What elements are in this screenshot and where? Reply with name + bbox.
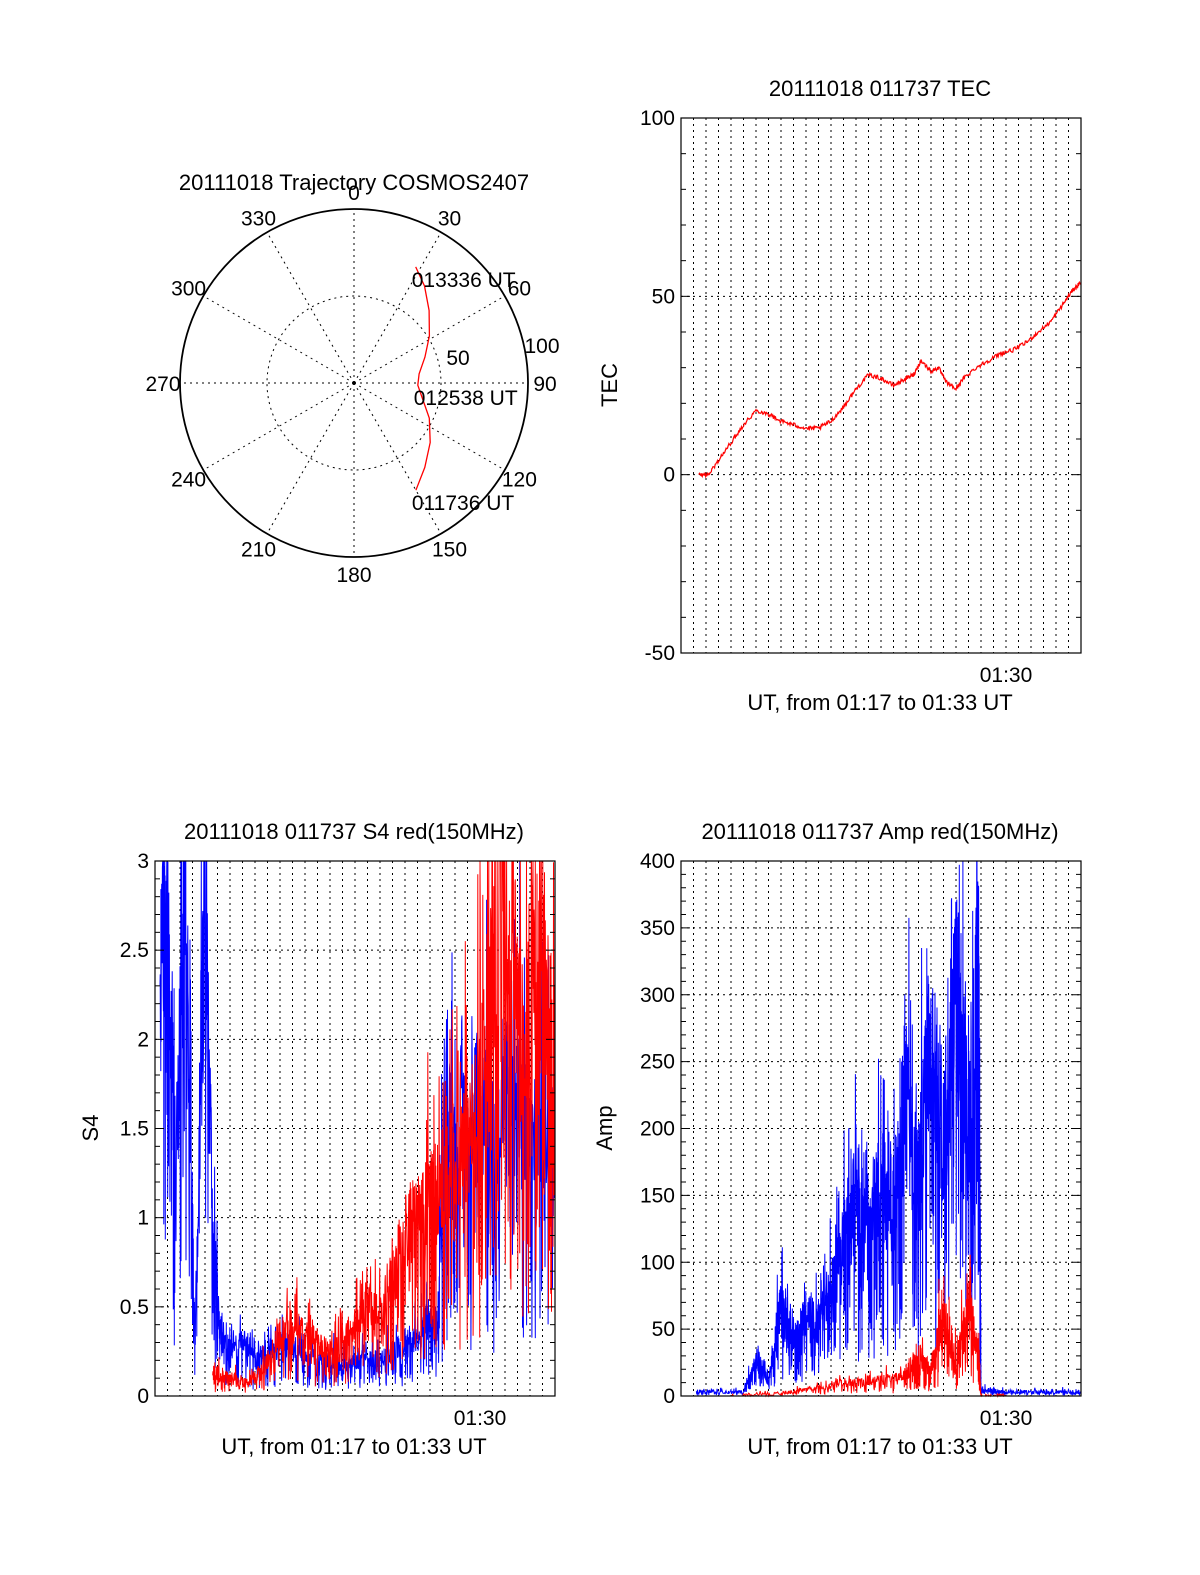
y-tick-label: 100: [640, 107, 675, 130]
polar-inner-circle: [266, 295, 442, 471]
polar-spoke: [353, 295, 505, 384]
amp-x-ticks: 01:30: [980, 1407, 1033, 1430]
s4-ylabel: S4: [78, 1115, 103, 1142]
trajectory-time-label: 013336 UT: [412, 269, 516, 292]
y-tick-label: 300: [640, 984, 675, 1007]
y-tick-label: 2.5: [120, 939, 149, 962]
polar-azimuth-label: 270: [145, 373, 180, 396]
s4-series-line: [212, 860, 556, 1393]
polar-spoke: [353, 232, 442, 384]
tec-grid: [681, 118, 1081, 653]
trajectory-time-annotations: 011736 UT 012538 UT 013336 UT: [412, 269, 518, 515]
y-tick-label: 2: [137, 1028, 149, 1051]
polar-radial-label: 50: [446, 347, 469, 370]
trajectory-line: [415, 266, 431, 491]
x-tick-label: 01:30: [454, 1407, 507, 1430]
polar-azimuth-label: 120: [502, 469, 537, 492]
x-tick-label: 01:30: [980, 664, 1033, 687]
y-tick-label: 150: [640, 1184, 675, 1207]
y-tick-label: 400: [640, 850, 675, 873]
y-tick-label: 0: [663, 464, 675, 487]
polar-title: 20111018 Trajectory COSMOS2407: [179, 170, 529, 195]
s4-xlabel: UT, from 01:17 to 01:33 UT: [221, 1434, 486, 1459]
y-tick-label: 1: [137, 1207, 149, 1230]
tec-y-ticks: 100 50 0 -50: [640, 107, 1081, 665]
y-tick-label: 1.5: [120, 1118, 149, 1141]
tec-xlabel: UT, from 01:17 to 01:33 UT: [747, 690, 1012, 715]
polar-radial-labels: 50 100: [446, 335, 559, 370]
y-tick-label: 200: [640, 1118, 675, 1141]
tec-title: 20111018 011737 TEC: [769, 76, 991, 101]
y-tick-label: 50: [652, 285, 675, 308]
y-tick-label: 0: [663, 1385, 675, 1408]
amp-series: [695, 860, 1082, 1398]
polar-azimuth-labels: 0 30 60 90 120 150 180 210 240 270 300 330: [145, 182, 556, 587]
amp-panel: 20111018 011737 Amp red(150MHz) 400 350 30…: [592, 819, 1082, 1459]
tec-ylabel: TEC: [597, 363, 622, 407]
y-tick-label: 0: [137, 1385, 149, 1408]
s4-y-ticks: 3 2.5 2 1.5 1 0.5 0: [120, 850, 555, 1408]
polar-azimuth-label: 300: [171, 278, 206, 301]
s4-series: [159, 860, 556, 1393]
polar-spoke: [266, 382, 355, 534]
polar-azimuth-label: 240: [171, 469, 206, 492]
x-tick-label: 01:30: [980, 1407, 1033, 1430]
amp-xlabel: UT, from 01:17 to 01:33 UT: [747, 1434, 1012, 1459]
amp-series-line: [731, 1254, 1007, 1398]
polar-spoke: [203, 295, 355, 384]
polar-azimuth-label: 30: [438, 208, 461, 231]
trajectory-time-label: 011736 UT: [412, 492, 515, 515]
amp-title: 20111018 011737 Amp red(150MHz): [701, 819, 1058, 844]
s4-title: 20111018 011737 S4 red(150MHz): [184, 819, 524, 844]
polar-spoke: [353, 382, 442, 534]
polar-azimuth-label: 180: [336, 564, 371, 587]
polar-grid: [179, 208, 529, 558]
polar-azimuth-label: 0: [348, 182, 360, 205]
polar-radial-label: 100: [524, 335, 559, 358]
polar-azimuth-label: 330: [241, 208, 276, 231]
tec-panel: 20111018 011737 TEC 100 50 0 -50 01:30 UT, …: [597, 76, 1082, 715]
amp-y-ticks: 400 350 300 250 200 150 100 50 0: [640, 850, 1081, 1408]
y-tick-label: 0.5: [120, 1296, 149, 1319]
y-tick-label: 350: [640, 917, 675, 940]
polar-outer-circle: [179, 208, 529, 558]
polar-spoke: [266, 232, 355, 384]
polar-azimuth-label: 90: [533, 373, 556, 396]
polar-spoke: [353, 382, 505, 471]
tec-series: [698, 280, 1082, 479]
amp-ylabel: Amp: [592, 1105, 617, 1150]
amp-series-line: [695, 860, 1082, 1397]
polar-azimuth-label: 210: [241, 538, 276, 561]
y-tick-label: -50: [645, 642, 675, 665]
s4-panel: 20111018 011737 S4 red(150MHz) 3 2.5 2 1.5 1…: [78, 819, 556, 1459]
polar-spoke: [203, 382, 355, 471]
polar-azimuth-label: 60: [508, 278, 531, 301]
trajectory-time-label: 012538 UT: [414, 387, 518, 410]
s4-x-ticks: 01:30: [454, 1407, 507, 1430]
y-tick-label: 100: [640, 1251, 675, 1274]
tec-x-ticks: 01:30: [980, 664, 1033, 687]
polar-trajectory-panel: 20111018 Trajectory COSMOS2407 0 30 60 90 12…: [145, 170, 559, 587]
tec-plot-frame: [680, 117, 1082, 654]
tec-series-line: [698, 280, 1082, 479]
polar-azimuth-label: 150: [432, 538, 467, 561]
y-tick-label: 3: [137, 850, 149, 873]
y-tick-label: 50: [652, 1318, 675, 1341]
y-tick-label: 250: [640, 1051, 675, 1074]
